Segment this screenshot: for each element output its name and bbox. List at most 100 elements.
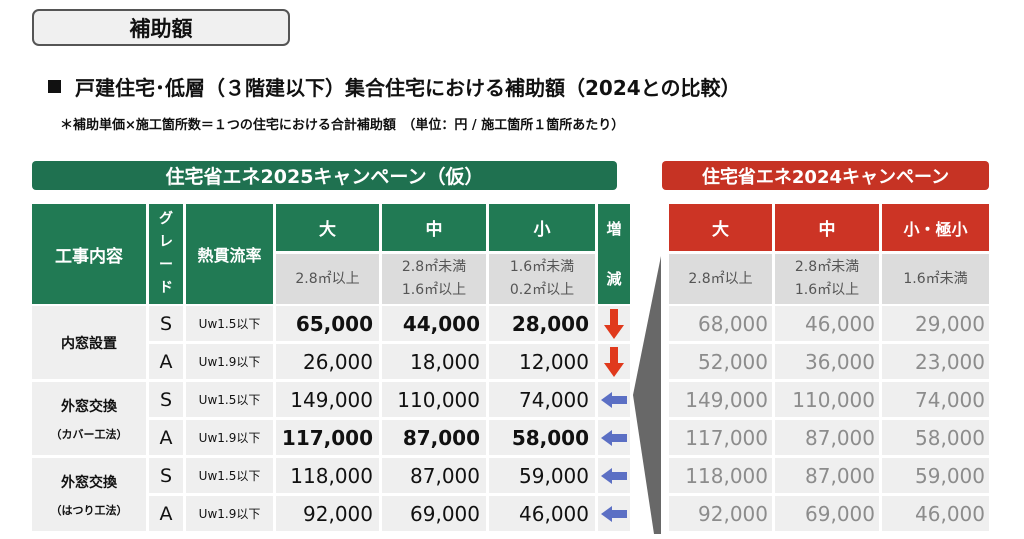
uw-cell: Uw1.9以下 (186, 344, 273, 379)
grade-cell: S (149, 382, 183, 417)
work-group-sub: （はつり工法） (50, 503, 128, 517)
amount-2024-large: 68,000 (669, 306, 772, 341)
amount-2024-small: 59,000 (882, 458, 989, 493)
amount-2024-medium: 87,000 (775, 458, 879, 493)
uw-cell: Uw1.5以下 (186, 458, 273, 493)
heading-text: 戸建住宅･低層（３階建以下）集合住宅における補助額（2024との比較） (75, 76, 741, 100)
change-cell (598, 458, 630, 493)
header-uw: 熱貫流率 (186, 204, 273, 304)
grade-cell: S (149, 306, 183, 341)
formula-note: ＊補助単価×施工箇所数＝１つの住宅における合計補助額 （単位：円 / 施工箇所１… (60, 118, 625, 133)
range-text: 2.8㎡以上 (688, 270, 753, 287)
amount-2025-large: 65,000 (276, 306, 379, 341)
amount-2025-medium: 87,000 (382, 458, 486, 493)
amount-2024-large: 118,000 (669, 458, 772, 493)
amount-2024-medium: 87,000 (775, 420, 879, 455)
header-grade-char: グ (159, 211, 173, 227)
range-2024-large: 2.8㎡以上 (669, 254, 772, 304)
amount-2025-medium: 87,000 (382, 420, 486, 455)
header-change-char: 減 (606, 270, 622, 288)
range-medium: 2.8㎡未満 1.6㎡以上 (382, 254, 486, 304)
amount-2025-small: 46,000 (489, 496, 595, 531)
work-group-cover: 外窓交換 （カバー工法） (32, 382, 146, 455)
header-grade-char: ー (159, 257, 173, 273)
amount-2024-medium: 110,000 (775, 382, 879, 417)
amount-2025-small: 58,000 (489, 420, 595, 455)
section-tag: 補助額 (32, 9, 290, 46)
header-grade-char: レ (159, 234, 173, 250)
amount-2024-small: 58,000 (882, 420, 989, 455)
banner-2025-campaign: 住宅省エネ2025キャンペーン（仮） (32, 161, 617, 190)
amount-2024-large: 149,000 (669, 382, 772, 417)
work-group-sub: （カバー工法） (50, 427, 128, 441)
range-text: 2.8㎡以上 (295, 270, 360, 287)
range-2024-medium: 2.8㎡未満 1.6㎡以上 (775, 254, 879, 304)
amount-2024-large: 92,000 (669, 496, 772, 531)
uw-cell: Uw1.5以下 (186, 306, 273, 341)
square-bullet-icon (48, 80, 61, 93)
change-cell (598, 420, 630, 455)
amount-2025-large: 92,000 (276, 496, 379, 531)
amount-2025-small: 59,000 (489, 458, 595, 493)
grade-cell: S (149, 458, 183, 493)
amount-2025-medium: 44,000 (382, 306, 486, 341)
range-small: 1.6㎡未満 0.2㎡以上 (489, 254, 595, 304)
left-arrow-icon (601, 505, 627, 522)
work-group-name: 内窓設置 (61, 335, 117, 352)
amount-2025-medium: 18,000 (382, 344, 486, 379)
amount-2024-medium: 36,000 (775, 344, 879, 379)
amount-2025-small: 74,000 (489, 382, 595, 417)
change-cell (598, 496, 630, 531)
header-size-small: 小 (489, 204, 595, 251)
range-large: 2.8㎡以上 (276, 254, 379, 304)
range-text: 2.8㎡未満 (794, 259, 860, 275)
uw-cell: Uw1.5以下 (186, 382, 273, 417)
header-work: 工事内容 (32, 204, 146, 304)
amount-2024-small: 46,000 (882, 496, 989, 531)
range-2024-small: 1.6㎡未満 (882, 254, 989, 304)
down-arrow-icon (604, 346, 624, 377)
left-arrow-icon (601, 467, 627, 484)
header-grade-char: ド (159, 280, 173, 296)
page-heading: 戸建住宅･低層（３階建以下）集合住宅における補助額（2024との比較） (48, 72, 740, 101)
header-size-large: 大 (276, 204, 379, 251)
range-text: 1.6㎡未満 (903, 270, 968, 287)
uw-cell: Uw1.9以下 (186, 420, 273, 455)
left-arrow-icon (601, 429, 627, 446)
amount-2024-small: 29,000 (882, 306, 989, 341)
grade-cell: A (149, 496, 183, 531)
work-group-inner-window: 内窓設置 (32, 306, 146, 379)
range-text: 2.8㎡未満 (401, 259, 467, 275)
header-grade: グ レ ー ド (149, 204, 183, 304)
amount-2025-large: 118,000 (276, 458, 379, 493)
range-text: 0.2㎡以上 (509, 282, 575, 298)
change-cell (598, 382, 630, 417)
amount-2025-large: 26,000 (276, 344, 379, 379)
amount-2024-small: 23,000 (882, 344, 989, 379)
grade-cell: A (149, 420, 183, 455)
header-2024-small: 小・極小 (882, 204, 989, 251)
grade-cell: A (149, 344, 183, 379)
amount-2024-large: 117,000 (669, 420, 772, 455)
amount-2024-small: 74,000 (882, 382, 989, 417)
amount-2025-medium: 110,000 (382, 382, 486, 417)
amount-2024-large: 52,000 (669, 344, 772, 379)
amount-2025-large: 149,000 (276, 382, 379, 417)
header-change: 増 減 (598, 204, 630, 304)
range-text: 1.6㎡以上 (794, 282, 860, 298)
work-group-name: 外窓交換 (61, 398, 117, 415)
amount-2024-medium: 46,000 (775, 306, 879, 341)
amount-2025-large: 117,000 (276, 420, 379, 455)
header-size-medium: 中 (382, 204, 486, 251)
change-cell (598, 306, 630, 341)
left-arrow-icon (601, 391, 627, 408)
amount-2025-small: 28,000 (489, 306, 595, 341)
uw-cell: Uw1.9以下 (186, 496, 273, 531)
range-text: 1.6㎡未満 (509, 259, 575, 275)
work-group-hatsuri: 外窓交換 （はつり工法） (32, 458, 146, 531)
header-2024-large: 大 (669, 204, 772, 251)
amount-2025-small: 12,000 (489, 344, 595, 379)
header-2024-medium: 中 (775, 204, 879, 251)
down-arrow-icon (604, 308, 624, 339)
header-change-char: 増 (606, 220, 622, 238)
